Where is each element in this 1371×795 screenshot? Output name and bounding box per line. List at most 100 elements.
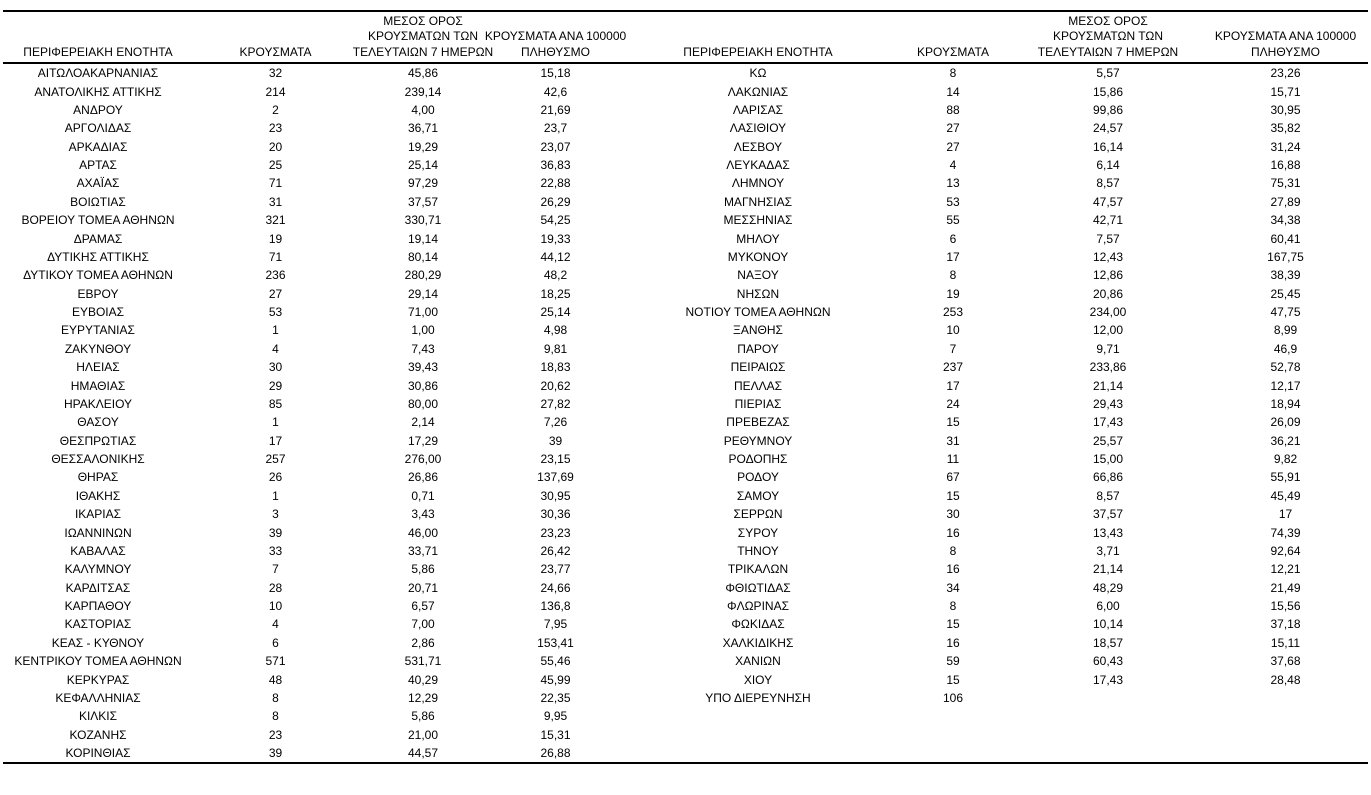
cell-per100k-right — [1203, 707, 1368, 725]
cell-avg7-right: 18,57 — [1013, 634, 1203, 652]
cell-cases-left: 1 — [193, 413, 358, 431]
cell-text: 12,17 — [1270, 378, 1301, 393]
cell-text: 27,89 — [1270, 194, 1301, 209]
cell-text: ΚΑΛΥΜΝΟΥ — [64, 562, 132, 577]
cell-avg7-left: 280,29 — [358, 266, 488, 284]
cell-avg7-left: 3,43 — [358, 505, 488, 523]
cell-cases-left: 29 — [193, 376, 358, 394]
cell-text: 34 — [946, 580, 960, 595]
cell-region-left: ΖΑΚΥΝΘΟΥ — [3, 340, 193, 358]
table-row: ΚΑΡΔΙΤΣΑΣ 28 20,71 24,66 ΦΘΙΩΤΙΔΑΣ 34 48,29 21,… — [3, 579, 1368, 597]
cell-cases-left: 2 — [193, 101, 358, 119]
table-row: ΚΟΡΙΝΘΙΑΣ 39 44,57 26,88 — [3, 744, 1368, 762]
cell-text: ΥΠΟ ΔΙΕΡΕΥΝΗΣΗ — [705, 690, 811, 705]
cell-text: 26,86 — [407, 470, 439, 485]
cell-avg7-left: 20,71 — [358, 579, 488, 597]
cell-text: 27 — [946, 139, 960, 154]
cell-region-right: ΣΥΡΟΥ — [623, 523, 893, 541]
cell-text: 6 — [949, 231, 957, 246]
cell-avg7-right — [1013, 726, 1203, 744]
table-row: ΗΛΕΙΑΣ 30 39,43 18,83 ΠΕΙΡΑΙΩΣ 237 233,86 52,78 — [3, 358, 1368, 376]
table-row: ΚΑΡΠΑΘΟΥ 10 6,57 136,8 ΦΛΩΡΙΝΑΣ 8 6,00 15,56 — [3, 597, 1368, 615]
cell-region-left: ΚΑΒΑΛΑΣ — [3, 542, 193, 560]
cell-avg7-right: 233,86 — [1013, 358, 1203, 376]
cell-text: 8 — [949, 66, 957, 81]
cell-avg7-right: 8,57 — [1013, 174, 1203, 192]
cell-text: ΠΙΕΡΙΑΣ — [734, 396, 782, 411]
cell-per100k-right: 74,39 — [1203, 523, 1368, 541]
cell-text: 38,39 — [1270, 268, 1301, 283]
cell-text: 67 — [946, 470, 960, 485]
header-cases-right: ΚΡΟΥΣΜΑΤΑ — [917, 44, 989, 59]
cell-cases-right — [893, 744, 1013, 762]
cell-per100k-right: 45,49 — [1203, 487, 1368, 505]
cell-per100k-left: 45,99 — [488, 670, 623, 688]
cell-text: 13,43 — [1092, 525, 1124, 540]
cell-text: 10 — [268, 599, 283, 614]
cell-text: ΙΘΑΚΗΣ — [75, 488, 121, 503]
cell-region-right — [623, 744, 893, 762]
cell-text: 17,43 — [1092, 415, 1124, 430]
cell-text: 531,71 — [404, 654, 442, 669]
cell-avg7-left: 330,71 — [358, 211, 488, 229]
cell-avg7-left: 5,86 — [358, 560, 488, 578]
cell-avg7-right: 6,14 — [1013, 156, 1203, 174]
cell-text: 27 — [268, 286, 283, 301]
cell-text: ΣΕΡΡΩΝ — [733, 507, 783, 522]
cell-text: 8,99 — [1273, 323, 1298, 338]
cell-avg7-right: 24,57 — [1013, 119, 1203, 137]
cell-text: 214 — [265, 84, 286, 99]
cell-per100k-left: 23,07 — [488, 138, 623, 156]
cell-region-right: ΚΩ — [623, 64, 893, 82]
cell-cases-left: 31 — [193, 193, 358, 211]
cell-text: 31,24 — [1270, 139, 1301, 154]
cell-text: ΚΕΝΤΡΙΚΟΥ ΤΟΜΕΑ ΑΘΗΝΩΝ — [14, 654, 182, 669]
cell-text: ΠΑΡΟΥ — [737, 341, 779, 356]
cell-avg7-right: 42,71 — [1013, 211, 1203, 229]
cell-text: 571 — [265, 654, 286, 669]
cell-per100k-left: 27,82 — [488, 395, 623, 413]
cell-text: ΚΑΡΠΑΘΟΥ — [64, 599, 132, 614]
cell-cases-right: 16 — [893, 523, 1013, 541]
cell-text: 21,49 — [1270, 580, 1301, 595]
cell-per100k-left: 39 — [488, 432, 623, 450]
cell-avg7-left: 80,14 — [358, 248, 488, 266]
cell-text: 54,25 — [540, 213, 571, 228]
cell-cases-right: 67 — [893, 468, 1013, 486]
cell-text: 17 — [268, 433, 283, 448]
cell-per100k-right: 23,26 — [1203, 64, 1368, 82]
cell-text: 8 — [272, 709, 279, 724]
table-row: ΚΕΡΚΥΡΑΣ 48 40,29 45,99 ΧΙΟΥ 15 17,43 28,48 — [3, 670, 1368, 688]
cell-per100k-left: 23,77 — [488, 560, 623, 578]
cell-text: 37,18 — [1270, 617, 1301, 632]
cell-avg7-left: 37,57 — [358, 193, 488, 211]
cell-region-right: ΥΠΟ ΔΙΕΡΕΥΝΗΣΗ — [623, 689, 893, 707]
cell-text: 26,42 — [540, 543, 571, 558]
cell-region-right: ΠΕΙΡΑΙΩΣ — [623, 358, 893, 376]
table-row: ΕΒΡΟΥ 27 29,14 18,25 ΝΗΣΩΝ 19 20,86 25,45 — [3, 285, 1368, 303]
cell-avg7-right: 5,57 — [1013, 64, 1203, 82]
cell-cases-left: 28 — [193, 579, 358, 597]
cell-text: ΛΑΡΙΣΑΣ — [732, 102, 784, 117]
cell-cases-right: 19 — [893, 285, 1013, 303]
cell-per100k-right: 25,45 — [1203, 285, 1368, 303]
cell-text: ΖΑΚΥΝΘΟΥ — [64, 341, 132, 356]
cell-text: 9,82 — [1273, 452, 1298, 467]
cell-avg7-right: 9,71 — [1013, 340, 1203, 358]
cell-per100k-right: 60,41 — [1203, 229, 1368, 247]
cell-per100k-left: 21,69 — [488, 101, 623, 119]
cell-text: ΜΕΣΣΗΝΙΑΣ — [723, 213, 793, 228]
cell-text: ΚΑΡΔΙΤΣΑΣ — [65, 580, 131, 595]
cell-text: ΚΕΦΑΛΛΗΝΙΑΣ — [55, 690, 141, 705]
cell-per100k-right: 167,75 — [1203, 248, 1368, 266]
cell-cases-right: 237 — [893, 358, 1013, 376]
cell-text: ΙΩΑΝΝΙΝΩΝ — [64, 525, 132, 540]
cell-text: 7,95 — [543, 617, 568, 632]
cell-text: 276,00 — [404, 452, 442, 467]
cell-text: 12,00 — [1092, 323, 1124, 338]
cell-text: 0,71 — [411, 488, 435, 503]
cell-text: 35,82 — [1270, 121, 1301, 136]
cell-avg7-right: 13,43 — [1013, 523, 1203, 541]
cell-cases-left: 8 — [193, 689, 358, 707]
cell-region-left: ΚΑΣΤΟΡΙΑΣ — [3, 615, 193, 633]
